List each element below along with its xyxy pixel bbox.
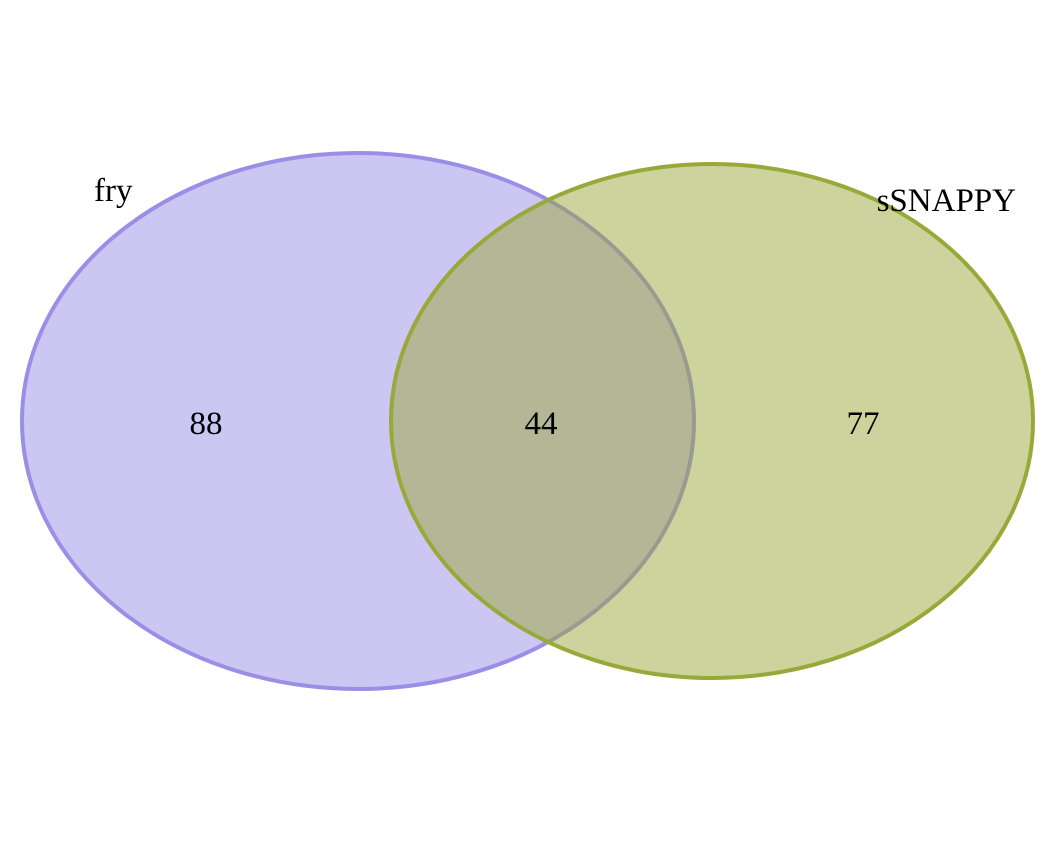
count-ssnappy-only: 77 — [847, 406, 880, 442]
set-ellipse-ssnappy — [389, 162, 1035, 680]
count-intersection: 44 — [525, 406, 558, 442]
set-label-fry: fry — [94, 173, 133, 209]
count-fry-only: 88 — [190, 406, 223, 442]
set-label-ssnappy: sSNAPPY — [877, 183, 1016, 219]
